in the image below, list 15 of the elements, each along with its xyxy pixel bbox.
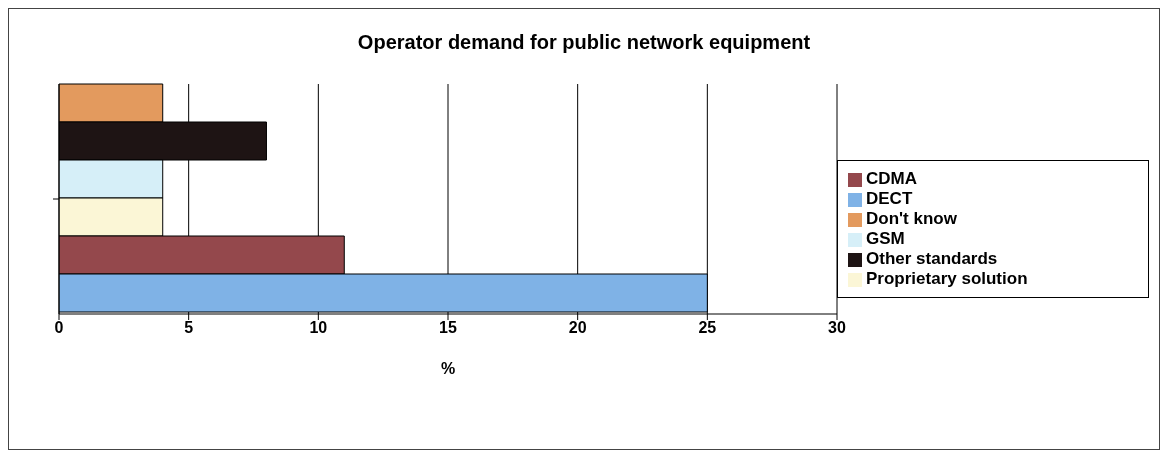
x-tick-label: 15 (439, 319, 457, 337)
legend-label: CDMA (866, 169, 917, 188)
legend-label: DECT (866, 189, 913, 208)
legend-label: Proprietary solution (866, 269, 1028, 288)
legend-label: GSM (866, 229, 905, 248)
x-axis-title: % (440, 360, 456, 377)
x-tick-label: 10 (309, 319, 328, 337)
x-tick-label: 25 (698, 319, 717, 337)
legend-label: Don't know (866, 209, 957, 228)
x-tick-label: 20 (568, 319, 587, 337)
x-tick-label: 5 (184, 319, 194, 337)
legend-label: Other standards (866, 249, 998, 268)
chart-title: Operator demand for public network equipment (356, 30, 812, 54)
x-tick-label: 30 (828, 319, 846, 337)
x-tick-label: 0 (54, 319, 64, 337)
